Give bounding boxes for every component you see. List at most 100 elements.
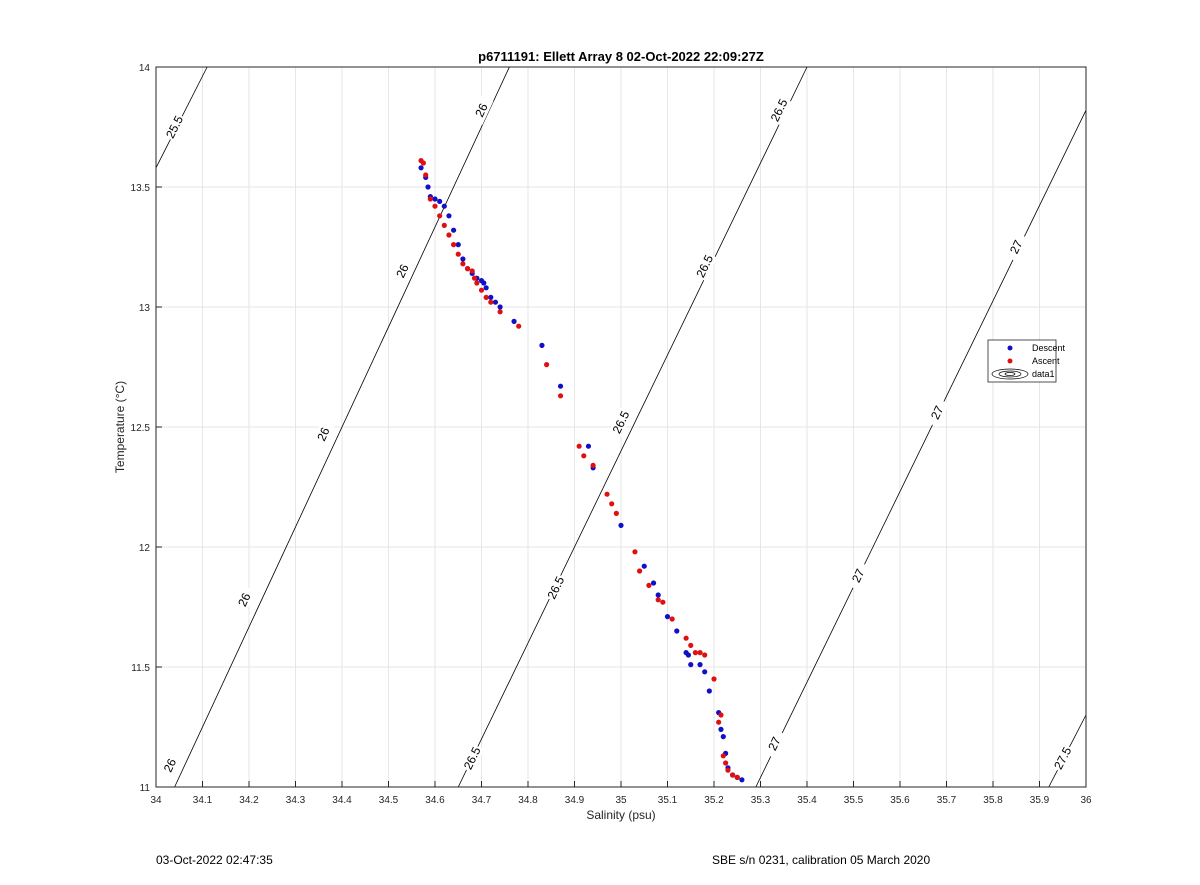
data-point-ascent xyxy=(460,261,466,267)
data-point-descent xyxy=(697,662,703,668)
contour-label-gap xyxy=(311,419,336,449)
data-point-ascent xyxy=(455,251,461,257)
data-point-ascent xyxy=(609,501,615,507)
legend-contour-icon-middle xyxy=(998,370,1022,378)
contour-label: 26 xyxy=(314,425,332,443)
data-point-ascent xyxy=(469,268,475,274)
data-point-descent xyxy=(418,165,424,171)
data-point-ascent xyxy=(711,676,717,682)
contour-label-gap xyxy=(543,573,568,603)
data-point-descent xyxy=(655,592,661,598)
y-tick-label: 11.5 xyxy=(131,663,150,674)
data-point-descent xyxy=(718,726,724,733)
data-point-ascent xyxy=(646,582,652,589)
y-tick-label: 13 xyxy=(139,303,151,314)
data-point-ascent xyxy=(734,774,740,781)
data-point-ascent xyxy=(669,616,675,622)
data-point-ascent xyxy=(613,510,619,516)
contour-label: 27 xyxy=(765,734,784,752)
data-point-ascent xyxy=(716,719,722,725)
data-point-descent xyxy=(664,614,671,620)
data-point-ascent xyxy=(697,650,703,656)
contour-label-gap xyxy=(1050,743,1075,773)
y-tick-labels: 11 11.5 12 12.5 13 13.5 14 xyxy=(131,63,162,794)
data-point-ascent xyxy=(590,462,596,468)
data-point-descent xyxy=(488,294,494,300)
data-point-ascent xyxy=(471,275,478,281)
data-point-descent xyxy=(618,522,624,529)
data-point-descent xyxy=(585,443,592,449)
footer-calibration: SBE s/n 0231, calibration 05 March 2020 xyxy=(712,853,931,867)
x-tick-label: 34.9 xyxy=(565,795,585,806)
data-point-descent xyxy=(451,227,457,233)
legend-ascent-label: Ascent xyxy=(1032,356,1060,366)
x-tick-label: 35.1 xyxy=(658,795,678,806)
x-tick-label: 34.7 xyxy=(472,795,492,806)
footer-timestamp: 03-Oct-2022 02:47:35 xyxy=(156,853,273,867)
data-point-ascent xyxy=(420,160,426,166)
data-point-ascent xyxy=(497,309,503,315)
data-point-descent xyxy=(641,563,647,569)
data-point-ascent xyxy=(464,266,471,272)
data-point-ascent xyxy=(718,712,724,718)
data-point-descent xyxy=(685,652,692,658)
contour-label-gap xyxy=(925,397,950,428)
x-tick-label: 36 xyxy=(1080,795,1092,806)
x-tick-labels: 34 34.1 34.2 34.3 34.4 34.5 34.6 34.7 34.8 34.9 35… xyxy=(150,781,1092,806)
x-tick-label: 34.1 xyxy=(193,795,213,806)
data-point-ascent xyxy=(655,597,661,603)
y-tick-label: 14 xyxy=(139,63,151,74)
data-point-ascent xyxy=(632,549,638,555)
contour-label-gap xyxy=(846,561,871,591)
contour-label: 27 xyxy=(1007,238,1026,256)
data-point-descent xyxy=(492,299,499,305)
data-point-descent xyxy=(702,669,708,675)
data-point-ascent xyxy=(451,242,457,248)
contour-label-gap xyxy=(232,585,257,615)
contour-label: 26 xyxy=(235,591,253,609)
x-tick-label: 35.9 xyxy=(1030,795,1050,806)
data-point-ascent xyxy=(683,635,689,641)
legend-descent-marker xyxy=(1007,345,1013,351)
data-point-ascent xyxy=(516,323,522,329)
data-point-ascent xyxy=(478,287,485,293)
x-tick-label: 35.2 xyxy=(704,795,724,806)
x-tick-label: 34.8 xyxy=(518,795,538,806)
x-tick-label: 35.3 xyxy=(751,795,771,806)
data-point-descent xyxy=(446,213,452,219)
data-point-ascent xyxy=(576,443,582,449)
legend-descent-label: Descent xyxy=(1032,343,1066,353)
legend-contour-icon-inner xyxy=(1004,372,1016,376)
data-point-descent xyxy=(739,777,745,783)
x-axis-label: Salinity (psu) xyxy=(586,808,655,822)
contour-label-gap xyxy=(1004,232,1029,262)
x-tick-label: 35.5 xyxy=(844,795,864,806)
data-point-ascent xyxy=(637,568,643,574)
x-tick-label: 35.7 xyxy=(937,795,957,806)
x-tick-label: 34.5 xyxy=(379,795,399,806)
data-point-descent xyxy=(441,203,447,209)
data-point-descent xyxy=(460,256,466,262)
data-point-descent xyxy=(688,662,694,668)
data-point-descent xyxy=(437,198,443,204)
contour-label: 26 xyxy=(472,101,490,119)
data-point-ascent xyxy=(604,491,610,497)
data-point-descent xyxy=(706,688,712,694)
data-point-descent xyxy=(539,342,545,348)
x-tick-label: 34 xyxy=(150,795,162,806)
contour-label-gap xyxy=(460,743,485,773)
x-tick-label: 35.8 xyxy=(983,795,1003,806)
data-point-ascent xyxy=(441,222,447,228)
contour-label-gap xyxy=(390,256,415,286)
data-point-ascent xyxy=(423,172,429,178)
legend: Descent Ascent data1 xyxy=(987,339,1066,383)
contour-label: 26 xyxy=(161,756,179,774)
contour-label-gap xyxy=(162,112,187,142)
data-point-descent xyxy=(557,383,564,389)
data-point-ascent xyxy=(488,299,494,305)
data-point-descent xyxy=(483,285,489,291)
data-point-descent xyxy=(674,628,680,634)
data-point-descent xyxy=(497,304,503,310)
data-point-ascent xyxy=(660,599,666,605)
